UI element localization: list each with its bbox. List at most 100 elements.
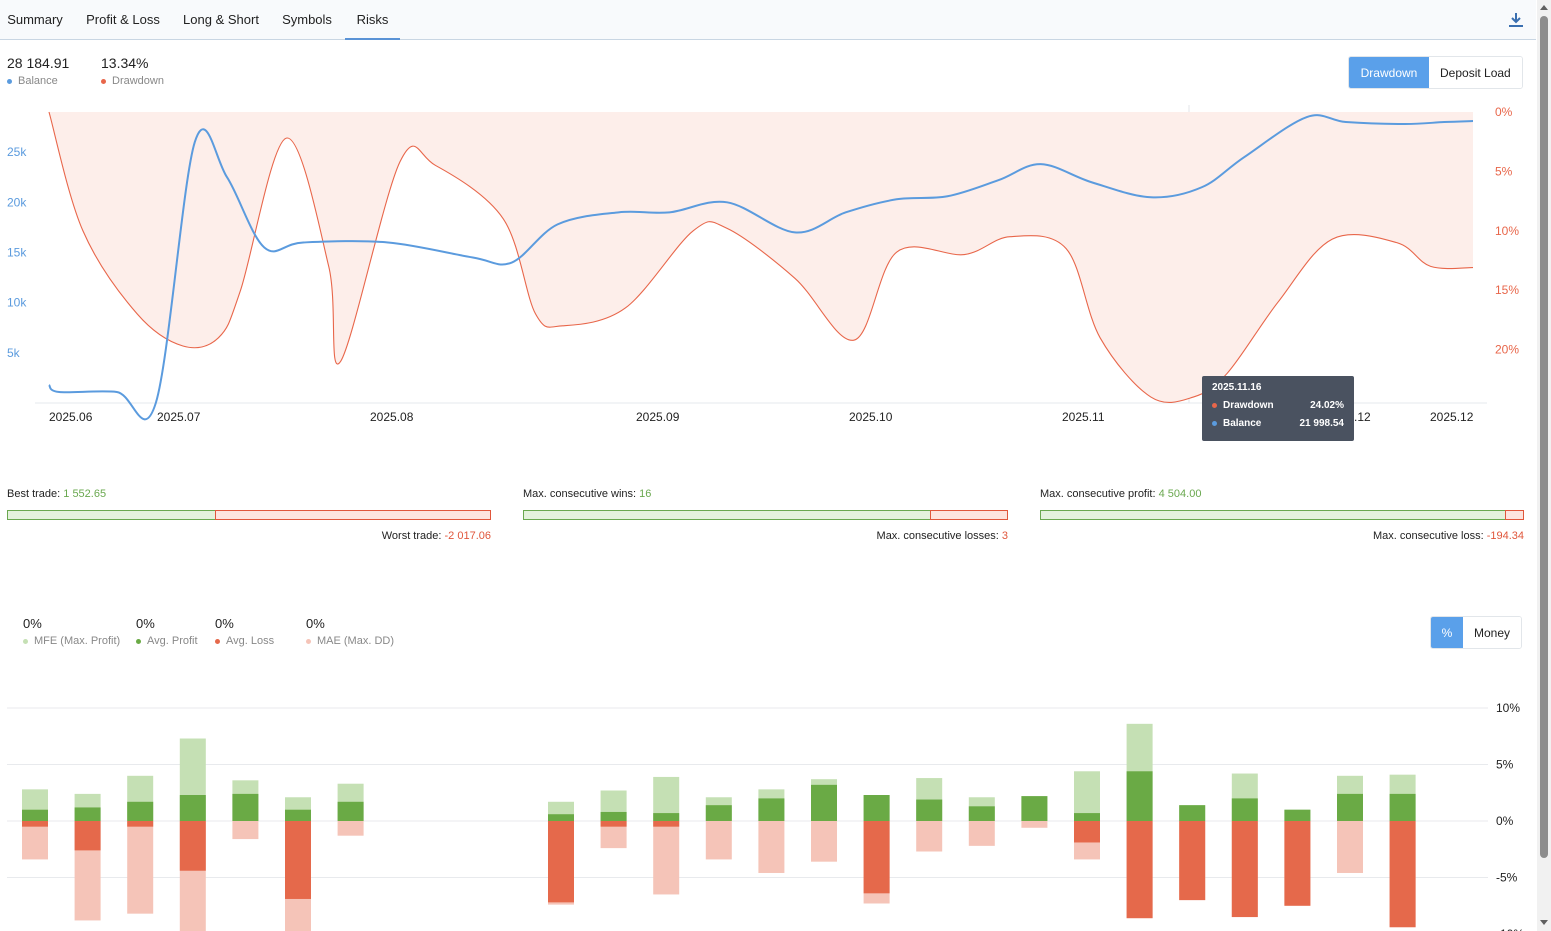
avg-profit-bar xyxy=(232,793,259,821)
avg-profit-bar xyxy=(916,799,943,821)
bar-group xyxy=(758,789,785,873)
avg-loss-bar xyxy=(1389,821,1416,928)
best-worst-trade-bar xyxy=(7,510,491,520)
x-axis-tick: 2025.06 xyxy=(49,410,93,424)
tooltip-date: 2025.11.16 xyxy=(1212,382,1262,393)
tab-summary[interactable]: Summary xyxy=(7,12,63,27)
bar-group xyxy=(863,795,890,904)
consecutive-profit-loss-bar xyxy=(1040,510,1524,520)
bar-group xyxy=(968,797,995,846)
x-axis-tick: 2025.10 xyxy=(849,410,893,424)
mfe-label: MFE (Max. Profit) xyxy=(34,635,121,647)
avg-profit-bar xyxy=(1337,793,1363,821)
bar-group xyxy=(1389,774,1416,928)
avg-profit-bar xyxy=(863,795,890,821)
tab-symbols[interactable]: Symbols xyxy=(282,12,332,27)
left-axis-tick: 10k xyxy=(7,296,27,310)
best-trade-label: Best trade: 1 552.65 xyxy=(7,488,107,500)
mae-bar xyxy=(968,821,995,846)
avg-profit-bar xyxy=(811,784,837,821)
right-axis-tick: 10% xyxy=(1495,224,1519,238)
left-axis-tick: 15k xyxy=(7,245,27,259)
bar-group xyxy=(232,780,259,840)
losses-bar xyxy=(930,510,1008,520)
bar-axis-tick: 10% xyxy=(1496,701,1520,715)
avg-profit-bar xyxy=(285,809,311,821)
max-profit-label: Max. consecutive profit: 4 504.00 xyxy=(1040,488,1202,500)
max-loss-value: -194.34 xyxy=(1486,530,1524,542)
download-icon[interactable] xyxy=(1506,10,1526,30)
mae-bar xyxy=(916,821,943,852)
left-axis-tick: 5k xyxy=(7,346,21,360)
money-button[interactable]: Money xyxy=(1463,617,1522,648)
avg-profit-bar xyxy=(22,809,48,821)
bar-group xyxy=(1126,723,1153,919)
scroll-up-icon[interactable] xyxy=(1540,5,1548,10)
tooltip-balance-label: Balance xyxy=(1223,418,1262,429)
scroll-thumb[interactable] xyxy=(1540,16,1548,858)
scroll-down-icon[interactable] xyxy=(1540,920,1548,925)
avg-profit-bar xyxy=(179,795,206,821)
mae-bar xyxy=(1337,821,1363,873)
avg-profit-bar xyxy=(1074,813,1100,821)
x-axis-tick: .12 xyxy=(1354,410,1371,424)
avg-loss-label: Avg. Loss xyxy=(226,635,275,647)
deposit-load-button[interactable]: Deposit Load xyxy=(1429,57,1522,88)
avg-profit-value: 0% xyxy=(136,616,155,631)
max-profit-value: 4 504.00 xyxy=(1158,488,1202,500)
max-wins-label: Max. consecutive wins: 16 xyxy=(523,488,652,500)
balance-label: Balance xyxy=(18,75,58,87)
worst-trade-value: -2 017.06 xyxy=(444,530,491,542)
best-trade-bar xyxy=(7,510,216,520)
bar-group xyxy=(916,778,943,852)
avg-profit-bar xyxy=(1284,809,1311,821)
scrollbar[interactable] xyxy=(1537,0,1551,931)
bar-group xyxy=(811,779,837,862)
right-axis-tick: 15% xyxy=(1495,283,1519,297)
mae-bar xyxy=(127,821,154,914)
avg-loss-bar xyxy=(600,821,627,827)
tooltip-balance-value: 21 998.54 xyxy=(1299,418,1345,429)
consecutive-wins-losses-bar xyxy=(523,510,1008,520)
balance-drawdown-chart[interactable]: 25k 20k 15k 10k 5k 0% 5% 10% 15% 20% 2025.06 2025.0… xyxy=(0,95,1536,435)
avg-profit-bar xyxy=(337,801,364,821)
bar-group xyxy=(705,797,732,860)
right-axis-tick: 5% xyxy=(1495,164,1513,178)
wins-bar xyxy=(523,510,931,520)
max-wins-value: 16 xyxy=(639,488,652,500)
balance-dot-icon xyxy=(7,78,12,84)
tab-risks[interactable]: Risks xyxy=(345,0,400,40)
avg-loss-value: 0% xyxy=(215,616,234,631)
mfe-legend: MFE (Max. Profit) xyxy=(23,635,120,647)
avg-profit-bar xyxy=(1179,805,1206,821)
chart-mode-toggle: Drawdown Deposit Load xyxy=(1348,56,1523,89)
bar-group xyxy=(1231,773,1258,918)
bar-group xyxy=(600,790,627,849)
bar-group xyxy=(22,789,48,860)
avg-profit-bar xyxy=(758,798,785,821)
mae-bar xyxy=(22,821,48,860)
drawdown-button[interactable]: Drawdown xyxy=(1349,57,1429,88)
avg-loss-bar xyxy=(653,821,680,827)
bar-axis-tick: -10% xyxy=(1496,927,1524,931)
right-axis-tick: 0% xyxy=(1495,105,1513,119)
avg-profit-bar xyxy=(653,813,680,821)
tooltip-drawdown-value: 24.02% xyxy=(1310,400,1344,411)
mfe-mae-bar-chart[interactable]: 10% 5% 0% -5% -10% xyxy=(0,690,1536,931)
balance-legend: Balance xyxy=(7,75,58,87)
avg-profit-bar xyxy=(705,805,732,821)
avg-profit-bar xyxy=(1231,798,1258,821)
tab-long-short[interactable]: Long & Short xyxy=(183,12,259,27)
percent-button[interactable]: % xyxy=(1431,617,1463,648)
avg-profit-legend: Avg. Profit xyxy=(136,635,198,647)
avg-profit-label: Avg. Profit xyxy=(147,635,198,647)
tooltip-drawdown-dot-icon xyxy=(1212,402,1217,408)
tab-profit-loss[interactable]: Profit & Loss xyxy=(86,12,160,27)
avg-loss-bar xyxy=(548,821,574,903)
tooltip-drawdown-label: Drawdown xyxy=(1223,400,1274,411)
mae-bar xyxy=(705,821,732,860)
bar-group xyxy=(653,776,680,895)
tooltip-balance-dot-icon xyxy=(1212,420,1217,426)
bar-group xyxy=(1337,775,1363,873)
avg-profit-bar xyxy=(74,807,101,821)
